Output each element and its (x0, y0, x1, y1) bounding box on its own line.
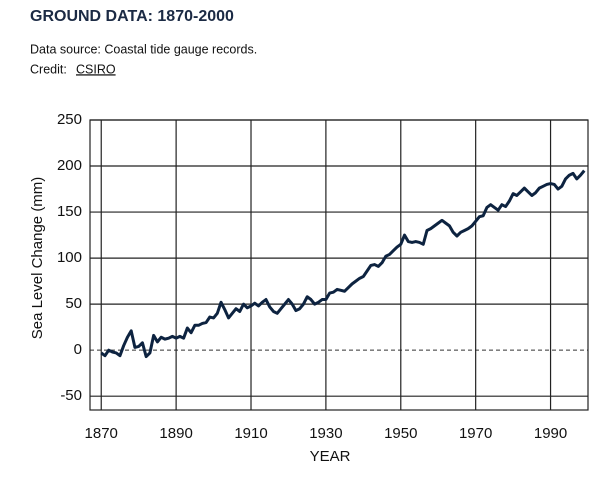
x-tick-label: 1950 (384, 425, 417, 442)
y-tick-label: 150 (57, 203, 82, 220)
x-tick-label: 1930 (309, 425, 342, 442)
credit-label: Credit: (30, 62, 67, 76)
y-tick-label: 0 (74, 341, 82, 358)
data-line (100, 169, 586, 359)
x-tick-label: 1870 (85, 425, 118, 442)
y-tick-label: 100 (57, 249, 82, 266)
x-tick-label: 1890 (159, 425, 192, 442)
x-tick-label: 1910 (234, 425, 267, 442)
credit-link[interactable]: CSIRO (76, 62, 116, 76)
y-tick-label: 200 (57, 157, 82, 174)
y-tick-label: 250 (57, 111, 82, 128)
plot-frame (89, 119, 589, 411)
y-axis-label: Sea Level Change (mm) (29, 177, 46, 340)
x-axis-label: YEAR (310, 448, 351, 465)
page-title: GROUND DATA: 1870-2000 (30, 8, 234, 25)
y-tick-label: -50 (60, 387, 82, 404)
y-tick-label: 50 (65, 295, 82, 312)
x-tick-label: 1990 (534, 425, 567, 442)
x-tick-label: 1970 (459, 425, 492, 442)
data-source: Data source: Coastal tide gauge records. (30, 42, 257, 56)
